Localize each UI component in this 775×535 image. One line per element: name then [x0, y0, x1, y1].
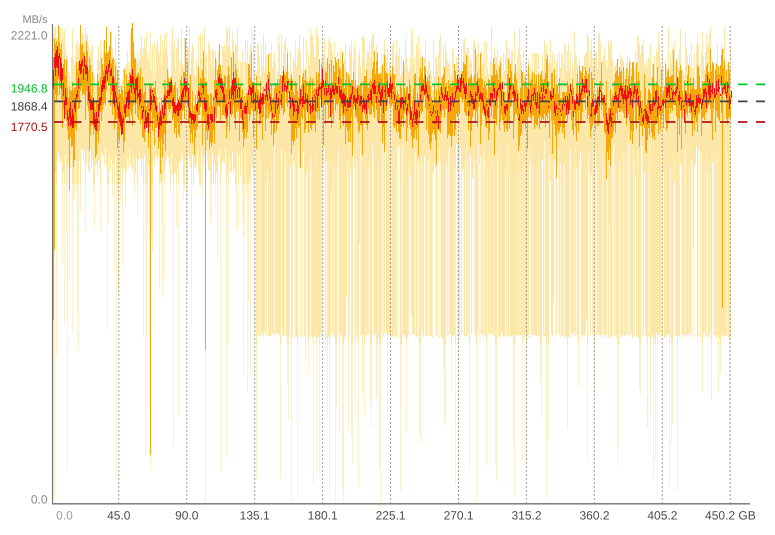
svg-text:180.1: 180.1 [308, 508, 338, 522]
svg-text:90.0: 90.0 [175, 508, 199, 522]
svg-text:405.2: 405.2 [647, 508, 677, 522]
svg-text:225.1: 225.1 [376, 508, 406, 522]
svg-text:135.1: 135.1 [240, 508, 270, 522]
svg-text:0.0: 0.0 [31, 493, 48, 507]
svg-text:0.0: 0.0 [56, 508, 73, 522]
svg-text:270.1: 270.1 [444, 508, 474, 522]
svg-text:MB/s: MB/s [22, 14, 48, 26]
svg-text:360.2: 360.2 [579, 508, 609, 522]
svg-text:1770.5: 1770.5 [11, 120, 48, 134]
svg-text:1946.8: 1946.8 [11, 81, 48, 95]
svg-text:315.2: 315.2 [511, 508, 541, 522]
svg-text:45.0: 45.0 [107, 508, 131, 522]
svg-text:1868.4: 1868.4 [11, 99, 48, 113]
svg-text:450.2 GB: 450.2 GB [705, 508, 756, 522]
svg-text:2221.0: 2221.0 [11, 29, 48, 43]
